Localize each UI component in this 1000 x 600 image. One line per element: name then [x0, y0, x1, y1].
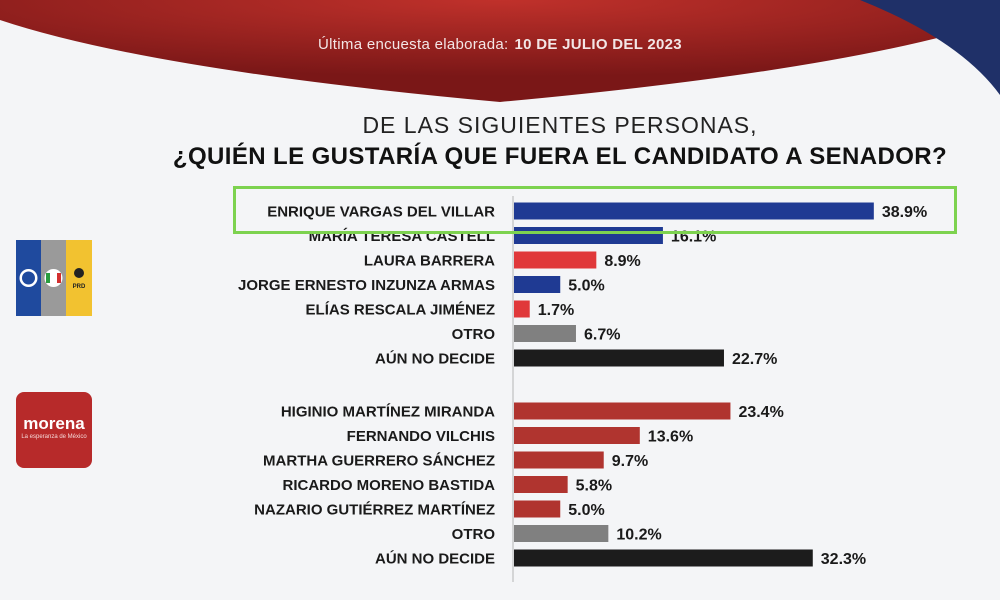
coalition-logo: PRD: [16, 240, 92, 316]
category-label: ELÍAS RESCALA JIMÉNEZ: [306, 302, 495, 319]
category-label: HIGINIO MARTÍNEZ MIRANDA: [281, 404, 495, 421]
bar: [514, 300, 530, 318]
question-line-1: DE LAS SIGUIENTES PERSONAS,: [362, 112, 758, 138]
category-label: NAZARIO GUTIÉRREZ MARTÍNEZ: [254, 502, 495, 519]
category-label: LAURA BARRERA: [364, 253, 495, 270]
header-banner: [0, 0, 1000, 102]
bar: [514, 427, 640, 444]
bar: [514, 202, 874, 220]
corner-accent: [860, 0, 1000, 95]
category-label: FERNANDO VILCHIS: [347, 428, 495, 445]
value-label: 5.0%: [568, 278, 604, 295]
category-label: MARTHA GUERRERO SÁNCHEZ: [263, 453, 495, 470]
value-label: 23.4%: [738, 404, 783, 421]
value-label: 5.8%: [576, 478, 612, 495]
bar: [514, 500, 561, 518]
category-label: JORGE ERNESTO INZUNZA ARMAS: [238, 277, 495, 294]
bar: [514, 476, 568, 493]
bar: [514, 549, 813, 567]
value-label: 38.9%: [882, 204, 927, 221]
category-label: AÚN NO DECIDE: [375, 350, 495, 368]
bar: [514, 227, 663, 244]
category-label: RICARDO MORENO BASTIDA: [283, 477, 496, 494]
coalition-logo-text: PRD: [73, 284, 86, 290]
morena-logo-text: morena: [23, 414, 85, 433]
value-label: 1.7%: [538, 302, 574, 319]
morena-logo: morena La esperanza de México: [16, 392, 92, 468]
survey-date: Última encuesta elaborada: 10 DE JULIO DE…: [0, 36, 1000, 53]
value-label: 32.3%: [821, 551, 866, 568]
category-label: OTRO: [452, 326, 496, 343]
value-label: 16.1%: [671, 229, 716, 246]
bar: [514, 276, 561, 293]
morena-logo-tagline: La esperanza de México: [21, 434, 87, 440]
bar: [514, 451, 604, 469]
value-label: 13.6%: [648, 429, 693, 446]
bar: [514, 251, 597, 269]
value-label: 10.2%: [616, 527, 661, 544]
survey-date-value: 10 DE JULIO DEL 2023: [514, 36, 682, 53]
bar: [514, 325, 576, 342]
category-label: MARÍA TERESA CASTELL: [309, 228, 495, 245]
value-label: 5.0%: [568, 502, 604, 519]
value-label: 22.7%: [732, 351, 777, 368]
value-label: 8.9%: [604, 253, 640, 270]
bar: [514, 525, 609, 542]
bar: [514, 349, 724, 367]
category-label: ENRIQUE VARGAS DEL VILLAR: [267, 204, 495, 221]
survey-date-prefix: Última encuesta elaborada:: [318, 36, 509, 53]
category-label: AÚN NO DECIDE: [375, 550, 495, 568]
question-line-2: ¿QUIÉN LE GUSTARÍA QUE FUERA EL CANDIDAT…: [172, 143, 948, 170]
value-label: 9.7%: [612, 453, 648, 470]
bar: [514, 402, 731, 420]
value-label: 6.7%: [584, 327, 620, 344]
category-label: OTRO: [452, 526, 496, 543]
